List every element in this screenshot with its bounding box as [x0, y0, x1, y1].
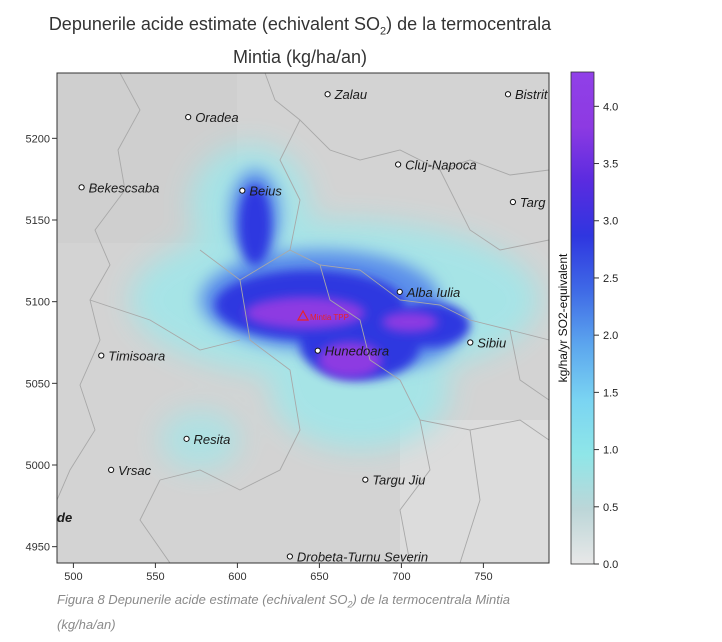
- source-label: Mintia TPP: [310, 313, 349, 322]
- city-label: Sibiu: [477, 336, 506, 351]
- colorbar-tick-label: 1.0: [603, 445, 618, 457]
- city-label: Cluj-Napoca: [405, 157, 477, 172]
- edge-city-label: de: [57, 510, 72, 525]
- colorbar-ticks: 0.0 0.5 1.0 1.5 2.0 2.5 3.0 3.5 4.0: [594, 101, 618, 571]
- colorbar-tick-label: 0.0: [603, 559, 618, 571]
- colorbar-label: kg/ha/yr SO2-equivalent: [556, 253, 570, 382]
- city-dot: [324, 91, 331, 98]
- city-label: Drobeta-Turnu Severin: [297, 549, 428, 564]
- city-label: Targ: [520, 195, 546, 210]
- city-label: Alba Iulia: [406, 285, 460, 300]
- city-label: Beius: [249, 184, 282, 199]
- city-label: Bekescsaba: [89, 180, 160, 195]
- colorbar: [570, 71, 595, 565]
- city-dot: [239, 187, 246, 194]
- y-tick-label: 5150: [26, 215, 50, 227]
- city-label: Hunedoara: [325, 344, 389, 359]
- colorbar-tick-label: 3.0: [603, 216, 618, 228]
- x-tick-label: 650: [310, 571, 328, 583]
- x-tick-label: 750: [474, 571, 492, 583]
- city-dot: [395, 161, 402, 168]
- city-label: Zalau: [334, 87, 368, 102]
- city-dot: [108, 466, 115, 473]
- source-marker: Mintia TPP: [296, 309, 349, 322]
- x-tick-label: 600: [228, 571, 246, 583]
- y-tick-label: 5050: [26, 378, 50, 390]
- city-dot: [314, 347, 321, 354]
- y-axis: 5200 5150 5100 5050 5000 4950: [26, 133, 57, 554]
- city-dot: [396, 288, 403, 295]
- city-dot: [504, 91, 512, 98]
- city-dot: [78, 184, 85, 191]
- x-axis: 500 550 600 650 700 750: [64, 563, 493, 583]
- colorbar-tick-label: 2.0: [603, 330, 618, 342]
- boundary-lines: [57, 73, 549, 563]
- colorbar-tick-label: 1.5: [603, 387, 618, 399]
- city-dot: [183, 435, 190, 442]
- city-label: Bistrit: [515, 87, 549, 102]
- colorbar-tick-label: 0.5: [603, 502, 618, 514]
- colorbar-tick-label: 2.5: [603, 273, 618, 285]
- city-markers: Zalau Bistrit Oradea Cluj-Napoca Bekescsaba B…: [78, 87, 549, 564]
- city-dot: [509, 198, 517, 206]
- deposition-layer: [57, 73, 549, 563]
- y-tick-label: 5000: [26, 460, 50, 472]
- city-dot: [98, 352, 105, 359]
- x-tick-label: 500: [64, 571, 82, 583]
- city-dot: [362, 476, 369, 483]
- city-label: Vrsac: [118, 463, 151, 478]
- city-label: Targu Jiu: [372, 473, 425, 488]
- y-tick-label: 4950: [26, 542, 50, 554]
- x-tick-label: 700: [392, 571, 410, 583]
- city-dot: [185, 114, 192, 121]
- figure-caption: Figura 8 Depunerile acide estimate (echi…: [57, 592, 511, 632]
- colorbar-tick-label: 4.0: [603, 101, 618, 113]
- y-tick-label: 5100: [26, 297, 50, 309]
- city-dot: [467, 339, 474, 346]
- city-label: Resita: [194, 432, 231, 447]
- map-title: Depunerile acide estimate (echivalent SO…: [48, 14, 552, 67]
- city-dot: [286, 553, 293, 560]
- colorbar-tick-label: 3.5: [603, 159, 618, 171]
- city-label: Timisoara: [108, 349, 165, 364]
- city-label: Oradea: [195, 110, 238, 125]
- y-tick-label: 5200: [26, 133, 50, 145]
- x-tick-label: 550: [146, 571, 164, 583]
